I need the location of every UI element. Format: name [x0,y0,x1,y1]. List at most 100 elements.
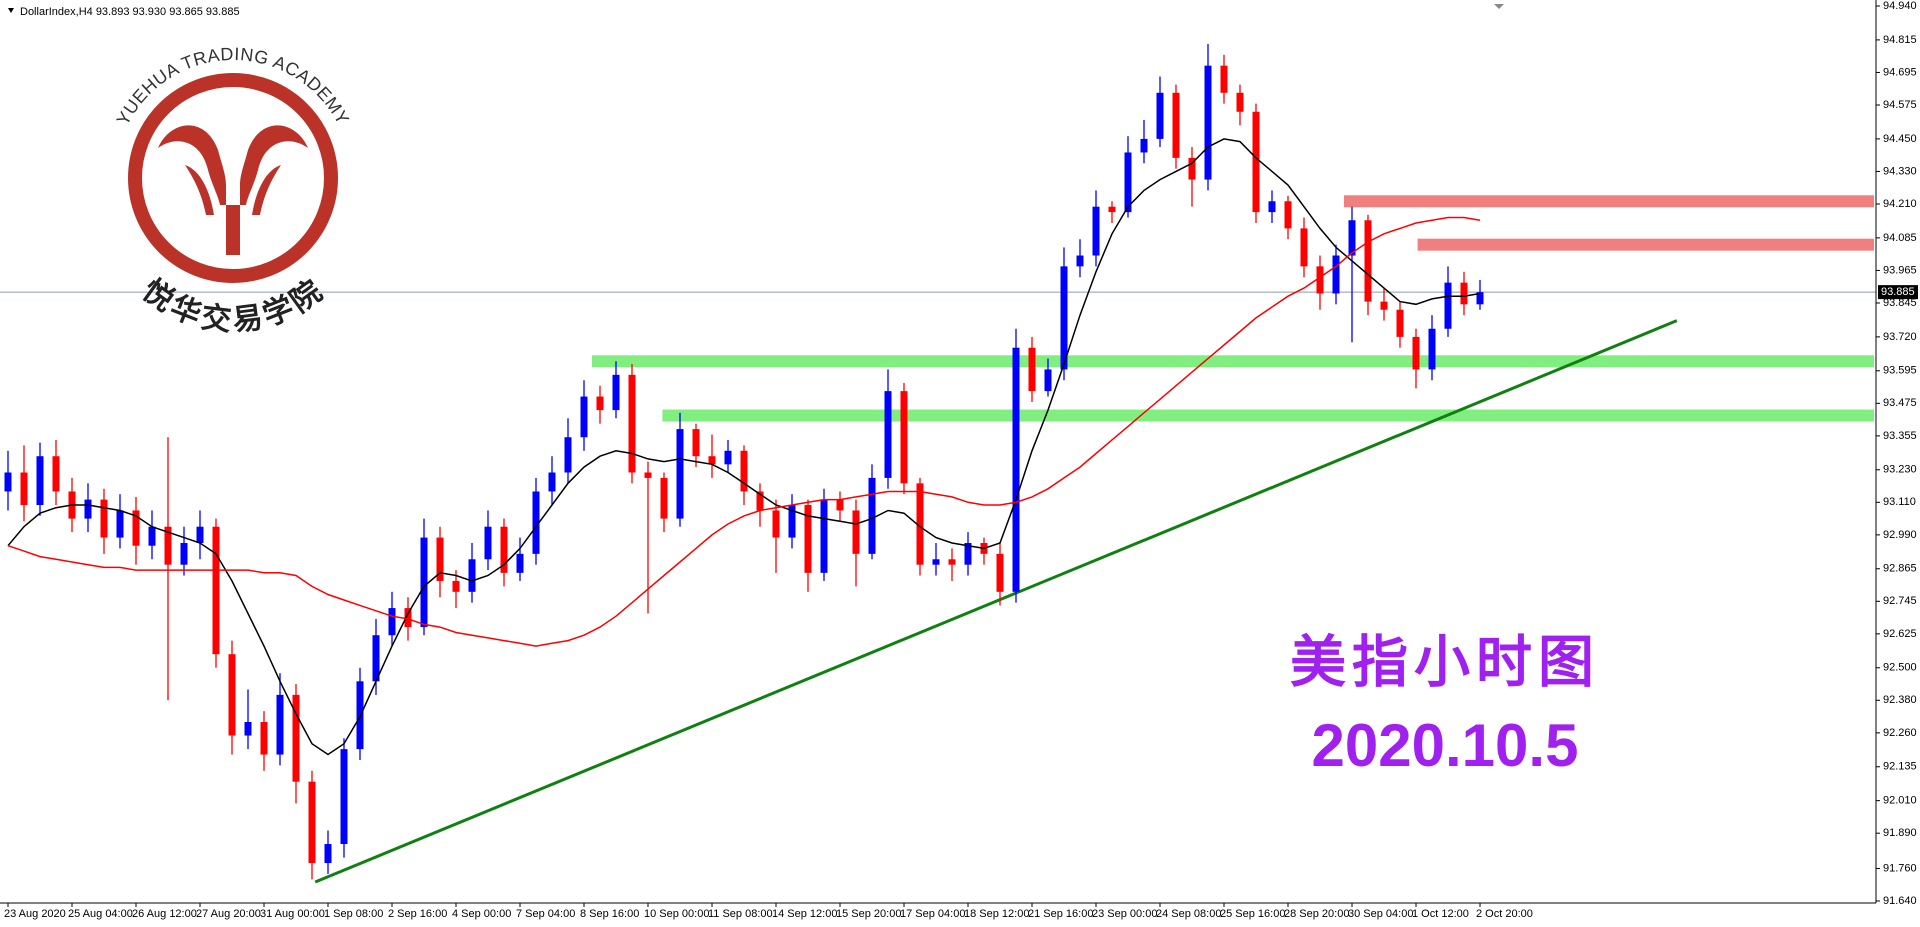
y-tick-label: 93.355 [1883,430,1917,442]
y-tick-label: 92.500 [1883,662,1917,674]
y-tick-label: 94.940 [1883,0,1917,12]
trendline [314,319,1678,884]
candle-body [1364,220,1372,302]
x-tick-label: 25 Aug 04:00 [68,908,133,920]
x-tick-label: 1 Oct 12:00 [1412,908,1469,920]
moving-average [7,216,1481,647]
x-tick-label: 2 Oct 20:00 [1476,908,1533,920]
candle-body [308,781,316,864]
y-tick-label: 93.230 [1883,464,1917,476]
y-tick-label: 92.135 [1883,761,1917,773]
candle-body [36,456,44,506]
y-tick-label: 94.815 [1883,34,1917,46]
candle-body [516,553,524,573]
x-tick-label: 1 Sep 08:00 [324,908,383,920]
candle-body [1092,206,1100,256]
candle-body [500,526,508,573]
candle-body [788,505,796,538]
logo-emblem [158,125,308,255]
candle-body [1252,111,1260,213]
candle-body [676,429,684,519]
candle-body [948,559,956,565]
x-tick-label: 26 Aug 12:00 [132,908,197,920]
zone [662,409,1874,422]
candle-body [772,510,780,538]
candle-body [468,559,476,592]
current-price-box [1878,285,1918,300]
y-tick-label: 94.575 [1883,99,1917,111]
candle-body [1300,228,1308,267]
candle-body [868,477,876,554]
x-tick-label: 23 Sep 00:00 [1092,908,1157,920]
candle-body [1156,92,1164,139]
candle-body [340,749,348,845]
y-tick-label: 93.475 [1883,397,1917,409]
candle-body [388,608,396,636]
candle-body [660,477,668,519]
candle-body [564,437,572,473]
x-tick-label: 15 Sep 20:00 [836,908,901,920]
candle-body [836,499,844,511]
x-tick-label: 24 Sep 08:00 [1156,908,1221,920]
y-tick-label: 94.330 [1883,165,1917,177]
x-tick-label: 17 Sep 04:00 [900,908,965,920]
candle-body [1284,201,1292,229]
candle-body [1028,347,1036,392]
moving-average [7,138,1481,756]
candle-body [932,559,940,565]
annotation-title: 美指小时图 [1290,630,1600,696]
candle-body [1172,92,1180,158]
current-price-label: 93.885 [1881,286,1915,298]
candle-body [756,491,764,511]
x-tick-label: 2 Sep 16:00 [388,908,447,920]
candle-body [436,537,444,581]
candle-body [452,580,460,592]
candle-body [1316,266,1324,294]
candle-body [1380,301,1388,310]
candle-body [1236,92,1244,112]
candle-body [372,635,380,682]
x-tick-label: 31 Aug 00:00 [260,908,325,920]
candle-body [52,456,60,492]
candle-body [1396,309,1404,337]
y-tick-label: 92.990 [1883,529,1917,541]
candle-body [164,526,172,565]
y-tick-label: 93.720 [1883,331,1917,343]
x-tick-label: 8 Sep 16:00 [580,908,639,920]
candle-body [1044,369,1052,392]
logo-emblem-inner [185,165,281,215]
candle-body [180,543,188,565]
candle-body [1460,282,1468,305]
candle-body [196,526,204,543]
candle-body [1348,220,1356,256]
chart-header: DollarIndex,H4 93.893 93.930 93.865 93.8… [20,6,240,18]
zone [592,355,1874,368]
candle-body [132,510,140,546]
y-tick-label: 92.865 [1883,563,1917,575]
candle-body [420,537,428,628]
candle-body [1444,282,1452,329]
y-tick-label: 93.595 [1883,365,1917,377]
zone [1344,195,1874,208]
candle-body [228,654,236,736]
shift-marker [1494,4,1504,9]
y-tick-label: 93.845 [1883,297,1917,309]
candle-body [276,694,284,755]
candle-body [900,391,908,484]
candle-body [1412,336,1420,370]
candle-body [740,450,748,492]
candle-body [1060,266,1068,370]
x-tick-label: 7 Sep 04:00 [516,908,575,920]
candle-body [580,396,588,438]
y-tick-label: 94.695 [1883,66,1917,78]
candle-body [804,505,812,573]
candle-body [1220,65,1228,93]
candle-body [1188,157,1196,180]
y-tick-label: 92.745 [1883,595,1917,607]
y-tick-label: 92.010 [1883,795,1917,807]
x-tick-label: 25 Sep 16:00 [1220,908,1285,920]
y-tick-label: 92.625 [1883,628,1917,640]
candle-body [1124,152,1132,213]
annotation-date: 2020.10.5 [1312,712,1579,779]
candle-body [4,472,12,492]
